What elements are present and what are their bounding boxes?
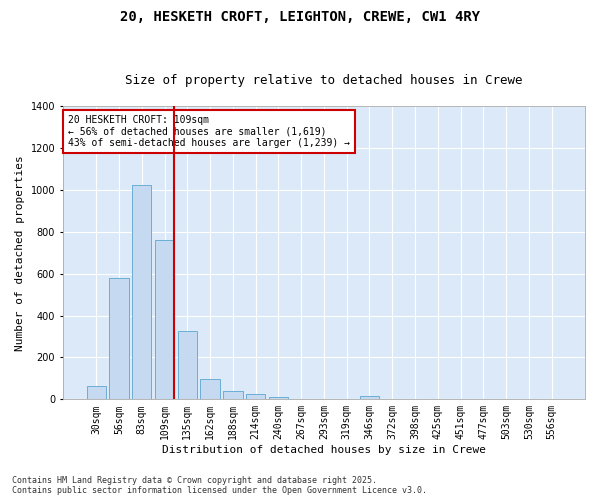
- Bar: [246, 394, 265, 400]
- Bar: [109, 278, 128, 400]
- Bar: [223, 392, 242, 400]
- Bar: [200, 380, 220, 400]
- Bar: [132, 184, 151, 400]
- Bar: [86, 386, 106, 400]
- Bar: [360, 396, 379, 400]
- Bar: [155, 240, 174, 400]
- Title: Size of property relative to detached houses in Crewe: Size of property relative to detached ho…: [125, 74, 523, 87]
- X-axis label: Distribution of detached houses by size in Crewe: Distribution of detached houses by size …: [162, 445, 486, 455]
- Text: Contains HM Land Registry data © Crown copyright and database right 2025.
Contai: Contains HM Land Registry data © Crown c…: [12, 476, 427, 495]
- Text: 20 HESKETH CROFT: 109sqm
← 56% of detached houses are smaller (1,619)
43% of sem: 20 HESKETH CROFT: 109sqm ← 56% of detach…: [68, 115, 350, 148]
- Y-axis label: Number of detached properties: Number of detached properties: [15, 155, 25, 350]
- Text: 20, HESKETH CROFT, LEIGHTON, CREWE, CW1 4RY: 20, HESKETH CROFT, LEIGHTON, CREWE, CW1 …: [120, 10, 480, 24]
- Bar: [178, 332, 197, 400]
- Bar: [269, 396, 288, 400]
